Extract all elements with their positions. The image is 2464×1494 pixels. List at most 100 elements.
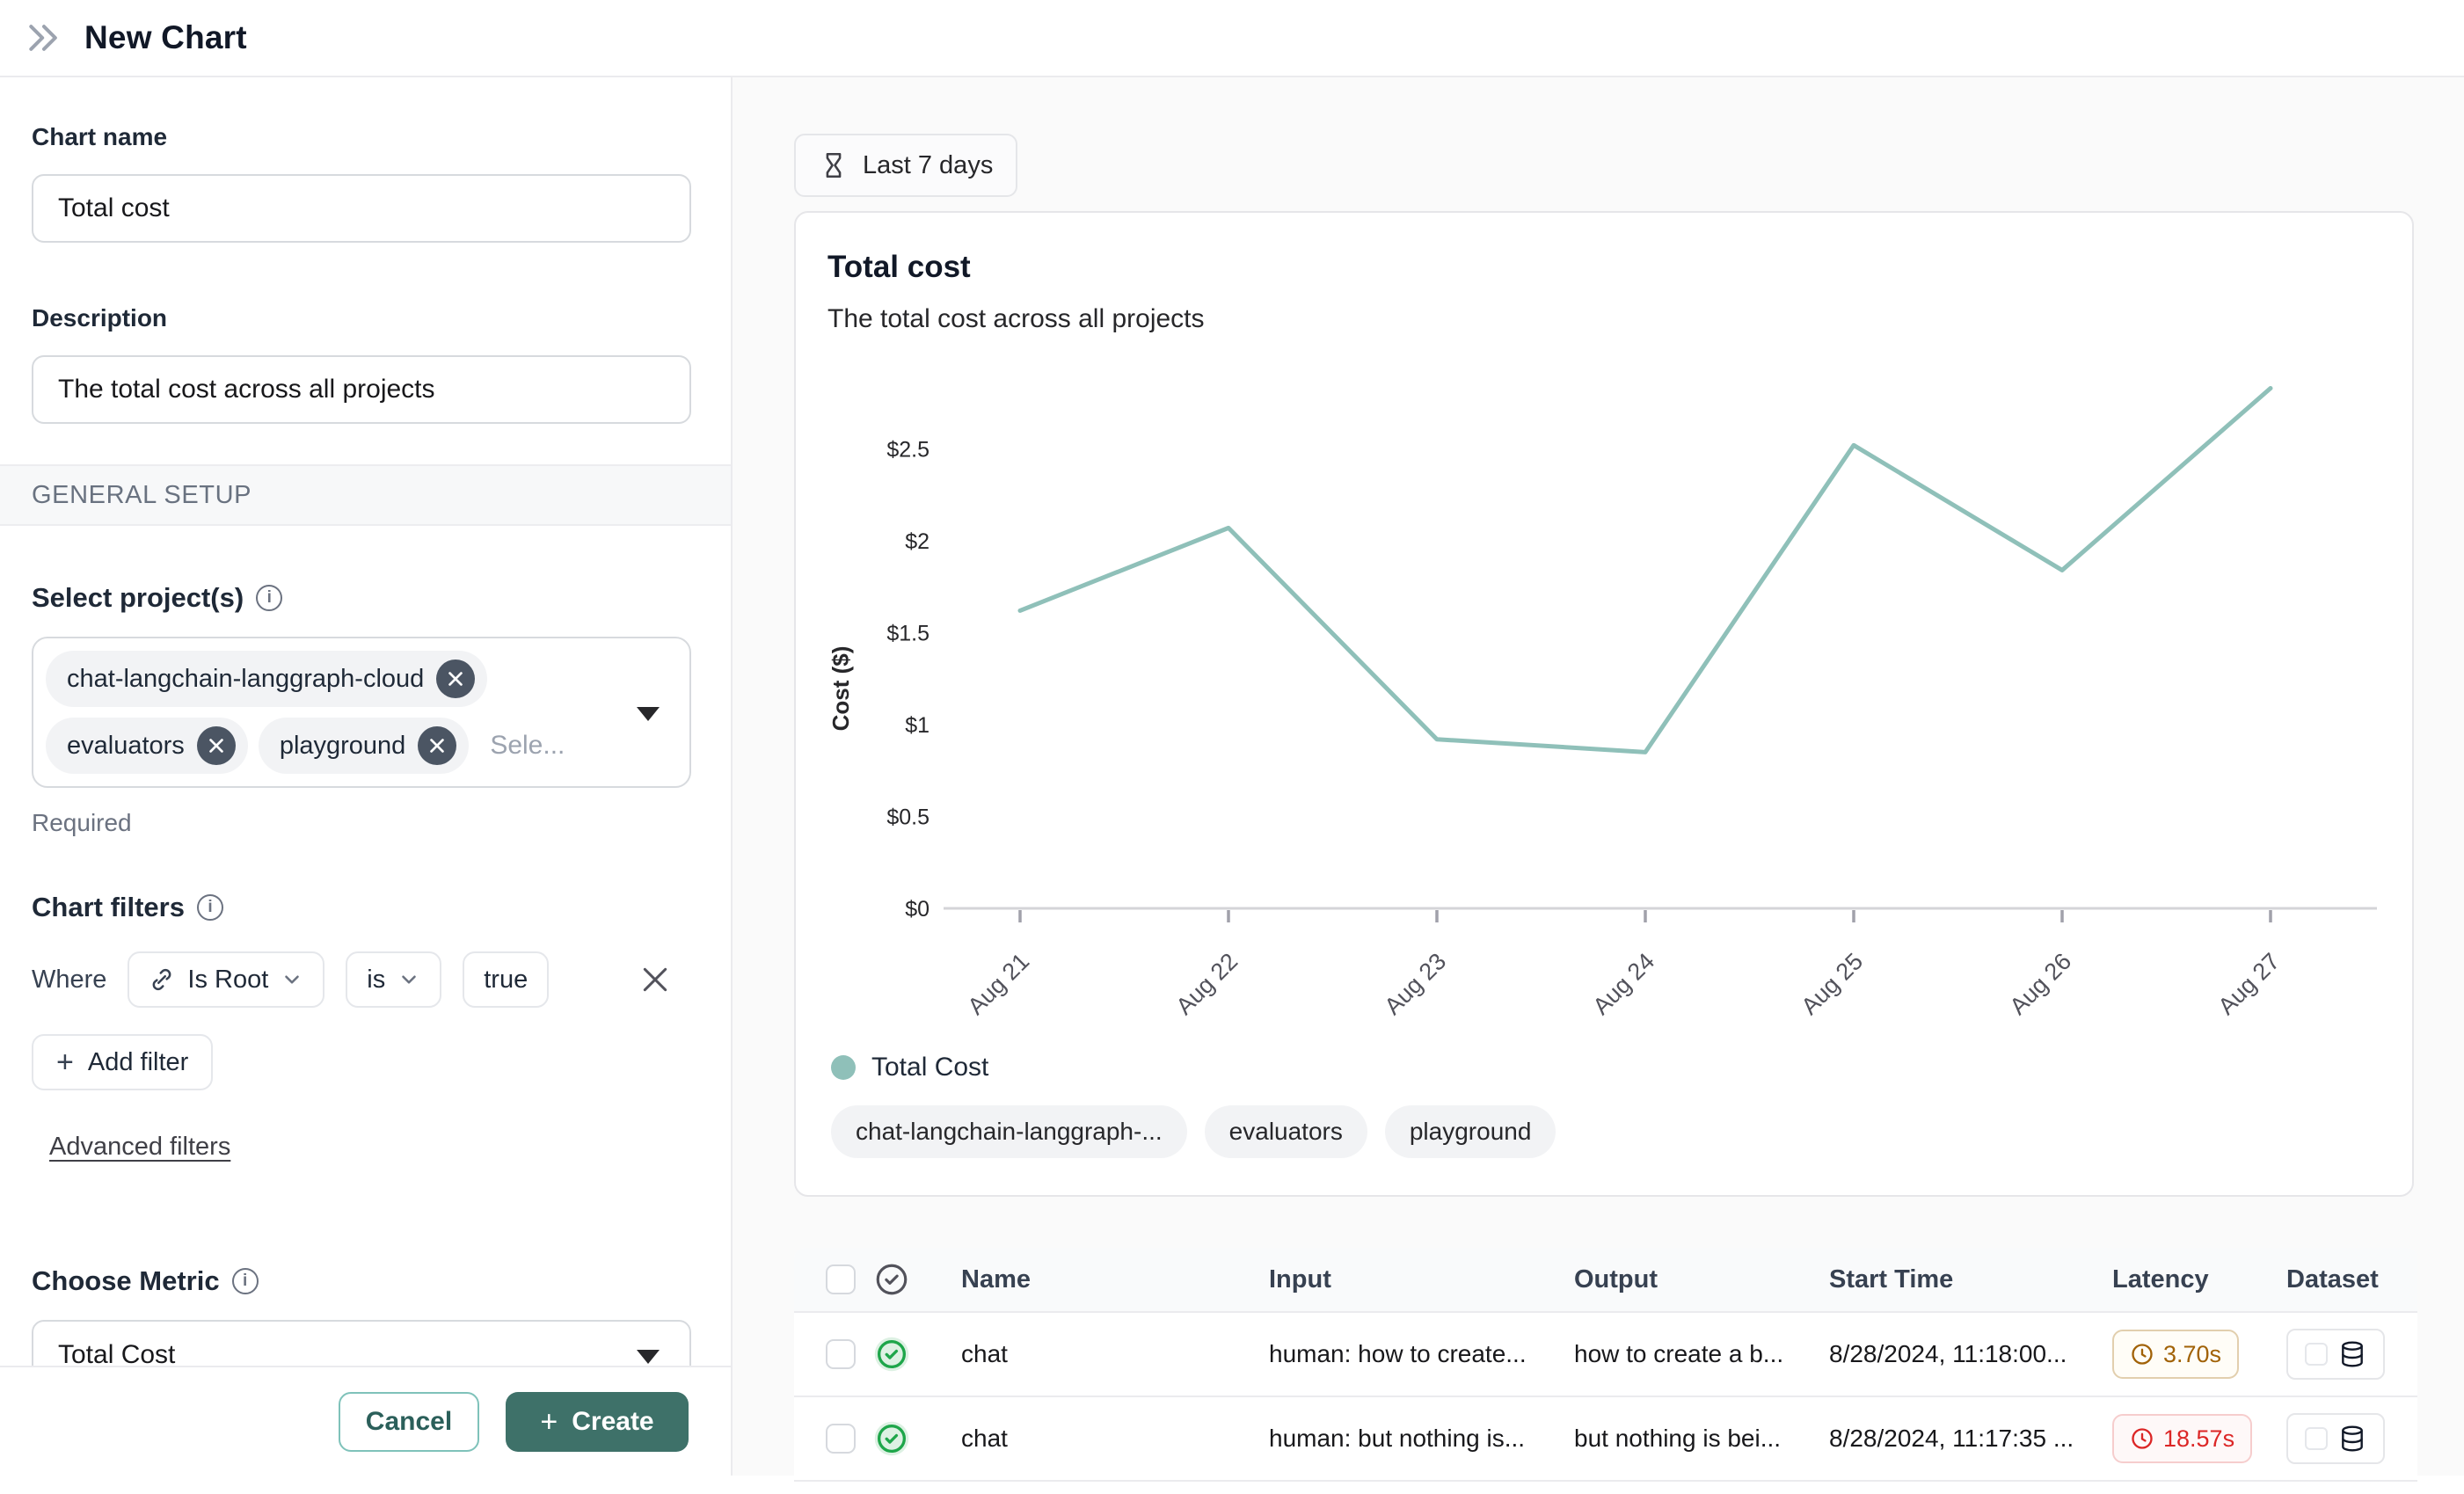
general-setup-section-header: GENERAL SETUP — [0, 464, 731, 526]
plus-icon: + — [540, 1407, 558, 1437]
advanced-filters-link[interactable]: Advanced filters — [49, 1133, 230, 1162]
remove-filter-icon[interactable] — [638, 962, 673, 997]
add-filter-button[interactable]: + Add filter — [32, 1034, 213, 1090]
dataset-control[interactable] — [2286, 1413, 2385, 1464]
chevron-down-icon[interactable] — [637, 707, 660, 721]
chart-filters-info-icon[interactable]: i — [197, 894, 223, 921]
cancel-button[interactable]: Cancel — [339, 1392, 479, 1452]
runs-table: Name Input Output Start Time Latency Dat… — [794, 1248, 2417, 1494]
time-range-button[interactable]: Last 7 days — [794, 134, 1017, 197]
chart-title: Total cost — [827, 250, 2380, 285]
filter-operator-dropdown[interactable]: is — [346, 951, 441, 1008]
col-header-start-time[interactable]: Start Time — [1829, 1265, 2112, 1294]
select-projects-info-icon[interactable]: i — [256, 585, 282, 611]
latency-badge: 18.57s — [2112, 1414, 2252, 1463]
dataset-control[interactable] — [2286, 1329, 2385, 1380]
legend-label: Total Cost — [871, 1053, 988, 1082]
chart-name-label: Chart name — [32, 123, 689, 151]
cost-line-chart: Cost ($)$0$0.5$1$1.5$2$2.5Aug 21Aug 22Au… — [822, 341, 2380, 1051]
remove-project-icon[interactable] — [436, 660, 475, 698]
choose-metric-info-icon[interactable]: i — [232, 1268, 259, 1294]
svg-text:$2.5: $2.5 — [886, 438, 929, 463]
table-row[interactable]: chat human: how to create... how to crea… — [794, 1311, 2417, 1396]
filter-value: true — [484, 966, 528, 995]
create-label: Create — [572, 1407, 653, 1437]
project-chip: chat-langchain-langgraph-cloud — [46, 651, 487, 707]
col-header-input[interactable]: Input — [1269, 1265, 1574, 1294]
metric-select[interactable]: Total Cost — [32, 1320, 691, 1366]
chevron-down-icon — [397, 968, 420, 991]
col-header-output[interactable]: Output — [1574, 1265, 1829, 1294]
chart-name-input[interactable]: Total cost — [32, 174, 691, 243]
row-checkbox[interactable] — [826, 1339, 856, 1369]
svg-text:$1.5: $1.5 — [886, 622, 929, 646]
new-chart-page: New Chart Chart name Total cost Descript… — [0, 0, 2464, 1476]
page-title: New Chart — [84, 19, 247, 56]
chart-subtitle: The total cost across all projects — [827, 304, 2380, 334]
svg-text:$2: $2 — [905, 529, 929, 554]
filter-operator-value: is — [367, 966, 385, 995]
filter-field-dropdown[interactable]: Is Root — [128, 951, 324, 1008]
remove-project-icon[interactable] — [418, 726, 456, 765]
filter-value-input[interactable]: true — [463, 951, 549, 1008]
project-multiselect[interactable]: chat-langchain-langgraph-cloud evaluator… — [32, 637, 691, 788]
table-header-row: Name Input Output Start Time Latency Dat… — [794, 1248, 2417, 1311]
latency-value: 3.70s — [2163, 1341, 2221, 1368]
filter-field-value: Is Root — [187, 966, 268, 995]
create-button[interactable]: + Create — [506, 1392, 689, 1452]
time-range-label: Last 7 days — [863, 151, 993, 180]
hourglass-icon — [819, 150, 849, 180]
run-start-time: 8/28/2024, 11:18:00... — [1829, 1340, 2112, 1368]
row-checkbox[interactable] — [826, 1424, 856, 1454]
remove-project-icon[interactable] — [197, 726, 236, 765]
legend-dot-icon — [831, 1055, 856, 1080]
svg-text:$0.5: $0.5 — [886, 805, 929, 830]
status-column-icon — [873, 1261, 910, 1298]
run-name[interactable]: chat — [961, 1425, 1269, 1453]
dataset-checkbox[interactable] — [2305, 1427, 2328, 1450]
col-header-latency[interactable]: Latency — [2112, 1265, 2286, 1294]
svg-text:Aug 25: Aug 25 — [1797, 948, 1869, 1020]
svg-text:Aug 26: Aug 26 — [2005, 948, 2077, 1020]
svg-text:Aug 23: Aug 23 — [1380, 948, 1452, 1020]
metric-value: Total Cost — [58, 1340, 175, 1366]
run-start-time: 8/28/2024, 11:17:35 ... — [1829, 1425, 2112, 1453]
svg-text:Aug 24: Aug 24 — [1588, 948, 1660, 1020]
success-status-icon — [873, 1420, 910, 1457]
legend-project-chips: chat-langchain-langgraph-... evaluators … — [831, 1105, 2380, 1158]
choose-metric-label: Choose Metric — [32, 1265, 220, 1297]
col-header-dataset[interactable]: Dataset — [2286, 1265, 2417, 1294]
project-chip-label: playground — [280, 732, 406, 761]
add-filter-label: Add filter — [88, 1048, 188, 1077]
dataset-checkbox[interactable] — [2305, 1343, 2328, 1366]
table-row[interactable]: chat human: but nothing is... but nothin… — [794, 1396, 2417, 1480]
svg-text:Cost ($): Cost ($) — [827, 646, 854, 732]
chart-preview-card: Total cost The total cost across all pro… — [794, 211, 2414, 1197]
required-hint: Required — [32, 809, 689, 837]
svg-text:Aug 21: Aug 21 — [963, 948, 1035, 1020]
chevron-down-icon — [637, 1350, 660, 1364]
run-name[interactable]: chat — [961, 1340, 1269, 1368]
link-icon — [149, 966, 175, 993]
project-chip: playground — [1385, 1105, 1556, 1158]
col-header-name[interactable]: Name — [961, 1265, 1269, 1294]
description-input[interactable]: The total cost across all projects — [32, 355, 691, 424]
chart-legend: Total Cost — [831, 1053, 2380, 1082]
description-value: The total cost across all projects — [58, 375, 435, 404]
chart-canvas: Cost ($)$0$0.5$1$1.5$2$2.5Aug 21Aug 22Au… — [822, 341, 2387, 1045]
chart-filters-label: Chart filters — [32, 892, 185, 923]
collapse-panel-icon[interactable] — [25, 18, 63, 57]
project-chip-label: chat-langchain-langgraph-cloud — [67, 665, 424, 694]
select-all-checkbox[interactable] — [826, 1264, 856, 1294]
project-chip-label: evaluators — [67, 732, 185, 761]
project-chip: chat-langchain-langgraph-... — [831, 1105, 1187, 1158]
table-row-partial — [794, 1480, 2417, 1494]
plus-icon: + — [56, 1047, 74, 1077]
success-status-icon — [873, 1336, 910, 1373]
database-icon — [2338, 1425, 2366, 1453]
preview-panel: Last 7 days Total cost The total cost ac… — [733, 77, 2464, 1476]
project-chip: playground — [259, 718, 470, 774]
project-select-placeholder: Sele... — [479, 731, 565, 761]
select-projects-label: Select project(s) — [32, 582, 244, 614]
svg-text:Aug 27: Aug 27 — [2213, 948, 2285, 1020]
